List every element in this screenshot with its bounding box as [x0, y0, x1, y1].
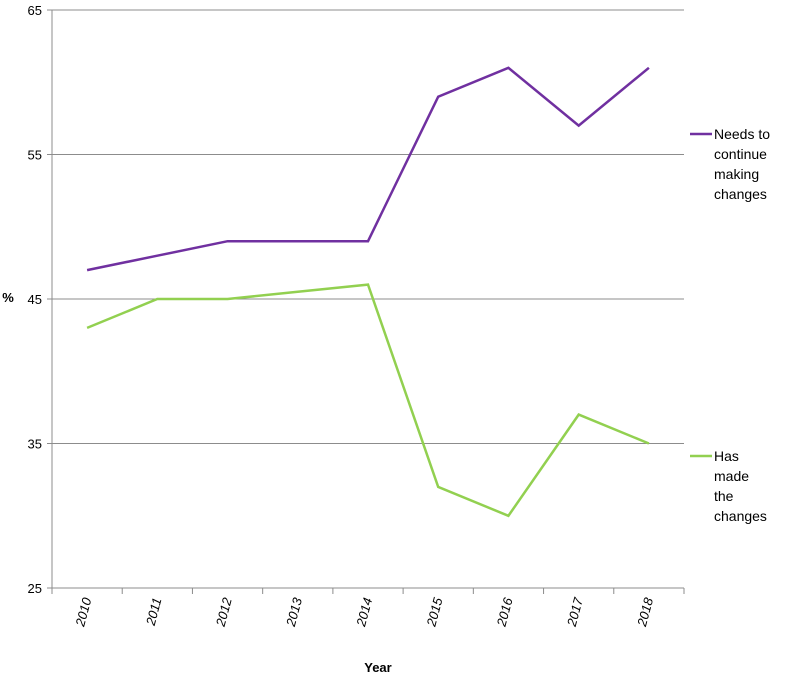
axes [47, 9, 685, 594]
x-tick-label: 2015 [423, 595, 445, 629]
series-line-0 [86, 66, 650, 272]
x-tick-label: 2011 [143, 596, 165, 628]
gridlines [52, 9, 684, 589]
legend-entry-1: Has made the changes [690, 448, 767, 524]
x-tick-label: 2016 [493, 595, 515, 629]
y-tick-label: 65 [28, 3, 42, 18]
legend-label-line: the [714, 488, 734, 504]
legend-label-line: Needs to [714, 126, 770, 142]
legend-label: Needs to continue making changes [714, 126, 770, 202]
x-tick-label: 2012 [213, 595, 235, 629]
legend-label-line: Has [714, 448, 739, 464]
legend-label-line: changes [714, 508, 767, 524]
legend-entry-0: Needs to continue making changes [690, 126, 770, 202]
y-tick-label: 35 [28, 437, 42, 452]
x-tick-label: 2017 [564, 595, 586, 629]
x-tick-label: 2014 [353, 596, 375, 629]
y-tick-label: 55 [28, 148, 42, 163]
legend-label-line: continue [714, 146, 767, 162]
legend: Needs to continue making changes Has made the c… [690, 126, 770, 524]
x-tick-label: 2013 [283, 595, 305, 629]
series-lines [86, 66, 650, 518]
y-tick-label: 45 [28, 292, 42, 307]
legend-label-line: making [714, 166, 759, 182]
y-tick-labels: 25 35 45 55 65 [28, 3, 42, 596]
x-axis-label: Year [364, 660, 391, 675]
legend-label: Has made the changes [714, 448, 767, 524]
y-tick-label: 25 [28, 581, 42, 596]
y-axis-label: % [2, 290, 14, 305]
x-tick-labels: 2010 2011 2012 2013 2014 2015 2016 2017 2018 [72, 595, 656, 629]
x-tick-label: 2018 [634, 595, 656, 629]
series-line-1 [86, 283, 650, 518]
legend-label-line: made [714, 468, 749, 484]
x-tick-label: 2010 [72, 595, 94, 629]
legend-label-line: changes [714, 186, 767, 202]
